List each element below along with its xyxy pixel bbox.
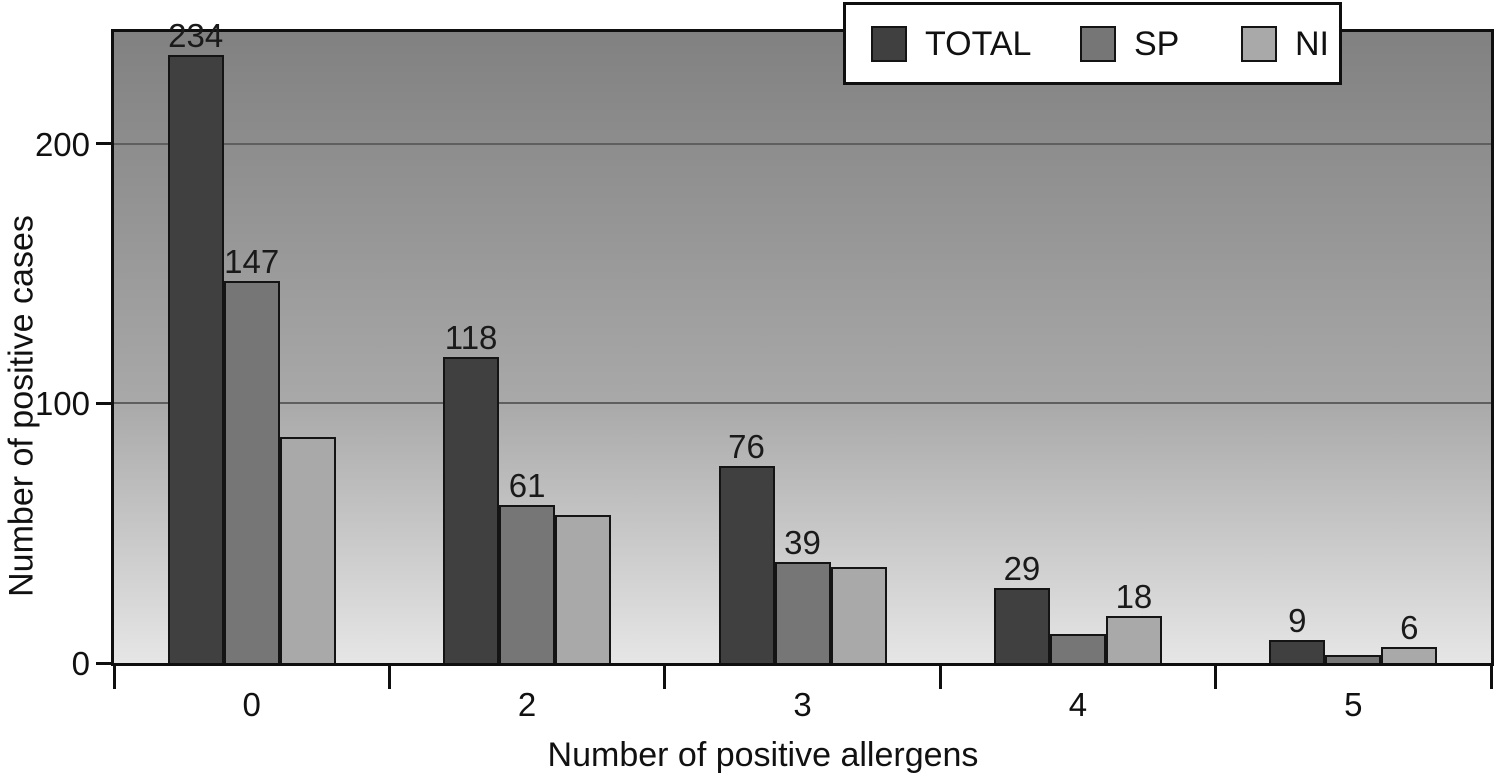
bar-total-cat5: 9 — [1269, 604, 1326, 663]
bar-sp-cat5 — [1325, 655, 1382, 663]
x-tick-1 — [387, 666, 391, 689]
legend-item-total: TOTAL — [871, 24, 1032, 63]
legend-item-sp: SP — [1080, 24, 1180, 63]
x-tick-5 — [1489, 666, 1493, 689]
data-label-total-cat2: 118 — [444, 318, 498, 356]
data-label-total-cat3: 76 — [728, 427, 765, 465]
data-label-total-cat4: 29 — [1003, 549, 1041, 587]
data-label-total-cat5: 9 — [1288, 601, 1307, 639]
bar-ni-cat3 — [830, 566, 887, 663]
legend-label-ni: NI — [1295, 24, 1329, 63]
bar-sp-cat0: 147 — [223, 245, 280, 663]
bar-sp-cat2: 61 — [499, 469, 556, 663]
bar-ni-cat5: 6 — [1381, 611, 1438, 663]
gridline-100 — [114, 402, 1491, 405]
data-label-sp-cat0: 147 — [224, 243, 280, 281]
data-label-sp-cat2: 61 — [508, 466, 546, 504]
data-label-sp-cat3: 39 — [784, 523, 821, 561]
legend-label-total: TOTAL — [925, 24, 1032, 63]
y-tick-0 — [96, 661, 111, 665]
y-tick-label-200: 200 — [34, 125, 90, 163]
y-tick-200 — [96, 142, 111, 146]
legend-swatch-ni — [1241, 25, 1277, 62]
x-category-label-3: 3 — [793, 686, 812, 723]
x-axis-title: Number of positive allergens — [547, 736, 979, 774]
legend-item-ni: NI — [1241, 24, 1329, 63]
data-label-ni-cat4: 18 — [1115, 578, 1153, 616]
y-tick-100 — [96, 401, 111, 405]
legend-swatch-total — [871, 25, 907, 62]
bar-ni-cat0 — [279, 437, 336, 663]
y-tick-label-100: 100 — [34, 385, 90, 423]
plot-inner: 234 147 118 61 76 39 29 18 9 6 — [114, 19, 1491, 663]
data-label-total-cat0: 234 — [168, 17, 224, 55]
bar-group-3: 76 39 — [665, 32, 940, 663]
legend: TOTAL SP NI — [843, 2, 1342, 85]
legend-label-sp: SP — [1134, 24, 1180, 63]
legend-swatch-sp — [1080, 25, 1116, 62]
data-label-ni-cat5: 6 — [1400, 609, 1419, 647]
bar-ni-cat4: 18 — [1105, 580, 1162, 663]
x-category-label-0: 0 — [242, 686, 261, 723]
x-tick-3 — [938, 666, 942, 689]
y-tick-label-0: 0 — [71, 645, 90, 682]
bar-sp-cat3: 39 — [774, 526, 831, 663]
x-category-label-5: 5 — [1344, 686, 1363, 723]
x-tick-0 — [112, 666, 116, 689]
bar-sp-cat4 — [1049, 634, 1106, 663]
plot-area: 234 147 118 61 76 39 29 18 9 6 — [111, 19, 1494, 666]
bar-total-cat2: 118 — [443, 321, 500, 663]
bar-group-4: 29 18 — [940, 32, 1215, 663]
bar-ni-cat2 — [555, 515, 612, 663]
bar-group-2: 118 61 — [389, 32, 664, 663]
x-tick-4 — [1214, 666, 1218, 689]
x-category-label-4: 4 — [1068, 686, 1088, 723]
bar-total-cat0: 234 — [167, 19, 224, 663]
gridline-200 — [114, 142, 1491, 145]
bar-total-cat4: 29 — [993, 552, 1050, 663]
bar-group-0: 234 147 — [114, 19, 389, 663]
bar-groups: 234 147 118 61 76 39 29 18 9 6 — [114, 19, 1491, 663]
x-category-label-2: 2 — [517, 686, 537, 723]
x-tick-2 — [663, 666, 667, 689]
bar-total-cat3: 76 — [718, 430, 775, 663]
